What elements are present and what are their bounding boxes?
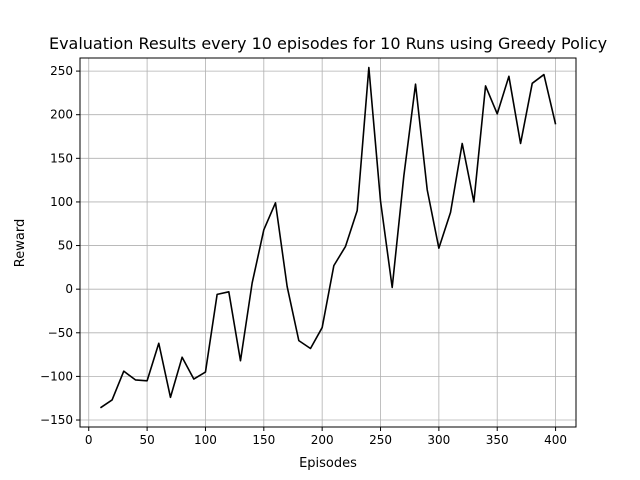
x-axis-label: Episodes	[299, 456, 357, 471]
x-tick-label: 0	[85, 433, 93, 447]
y-tick-label: −100	[40, 369, 73, 383]
tick-layer: 0 50 100 150 200 250 300 350 400 −150 −100 −50 0 50 10…	[40, 64, 567, 447]
x-tick-label: 250	[369, 433, 392, 447]
series-line	[99, 66, 557, 409]
y-tick-label: 0	[65, 282, 73, 296]
y-axis-label: Reward	[13, 219, 28, 267]
y-tick-label: 250	[50, 64, 73, 78]
grid-layer	[80, 58, 576, 427]
plot-frame	[79, 57, 577, 428]
x-tick-label: 400	[544, 433, 567, 447]
y-tick-label: −50	[48, 326, 73, 340]
x-tick-label: 300	[427, 433, 450, 447]
x-tick-label: 100	[194, 433, 217, 447]
x-tick-label: 150	[252, 433, 275, 447]
y-tick-label: 50	[58, 239, 73, 253]
y-tick-label: 200	[50, 108, 73, 122]
chart-title: Evaluation Results every 10 episodes for…	[49, 34, 607, 53]
y-tick-label: −150	[40, 413, 73, 427]
x-tick-label: 350	[486, 433, 509, 447]
x-tick-label: 50	[139, 433, 154, 447]
y-tick-label: 100	[50, 195, 73, 209]
series-line-layer	[99, 66, 557, 409]
y-tick-label: 150	[50, 151, 73, 165]
x-tick-label: 200	[311, 433, 334, 447]
